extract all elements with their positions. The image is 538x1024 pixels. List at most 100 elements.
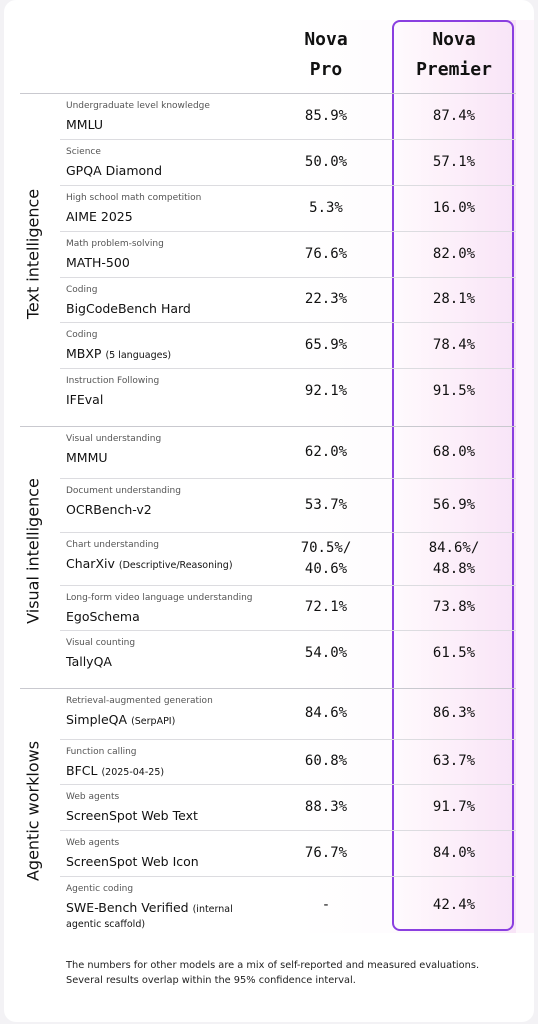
nova-pro-score: 88.3% [276, 797, 376, 818]
nova-pro-score: 5.3% [276, 198, 376, 219]
benchmark-name: BigCodeBench Hard [66, 301, 191, 316]
row-separator [60, 830, 516, 831]
nova-pro-score: 54.0% [276, 643, 376, 664]
nova-premier-score: 42.4% [404, 895, 504, 916]
row-separator [60, 185, 516, 186]
benchmark-name-text: BFCL [66, 763, 98, 778]
group-label: Visual intelligence [23, 478, 43, 624]
benchmark-name: TallyQA [66, 654, 112, 669]
score-line: 78.4% [432, 336, 476, 353]
benchmark-name: EgoSchema [66, 609, 140, 624]
score-line: 68.0% [432, 443, 476, 460]
nova-premier-score: 28.1% [404, 289, 504, 310]
benchmark-category: Instruction Following [66, 376, 160, 386]
score-line: 72.1% [304, 599, 348, 615]
benchmark-name-text: SimpleQA [66, 712, 128, 727]
nova-premier-score: 56.9% [404, 495, 504, 516]
nova-premier-score: 78.4% [404, 335, 504, 356]
benchmark-name: MMLU [66, 117, 103, 132]
score-line: 50.0% [304, 153, 348, 170]
benchmark-name-text: AIME 2025 [66, 209, 133, 224]
nova-pro-score: 72.1% [276, 597, 376, 618]
benchmark-category: Retrieval-augmented generation [66, 696, 213, 706]
benchmark-category: Math problem-solving [66, 239, 164, 249]
score-line: 86.3% [432, 705, 476, 721]
row-separator [60, 322, 516, 323]
benchmark-category: Web agents [66, 792, 120, 802]
highlight-glow [392, 20, 516, 933]
row-separator [60, 630, 516, 631]
score-line: 56.9% [432, 496, 476, 513]
nova-pro-score: 60.8% [276, 751, 376, 772]
benchmark-name: GPQA Diamond [66, 163, 162, 178]
benchmark-category: Agentic coding [66, 884, 134, 894]
score-line: 60.8% [304, 753, 348, 769]
benchmark-category: Coding [66, 330, 98, 340]
benchmark-name-text: CharXiv [66, 556, 115, 571]
benchmark-note: (Descriptive/Reasoning) [118, 560, 233, 571]
nova-premier-score: 61.5% [404, 643, 504, 664]
benchmark-category: Undergraduate level knowledge [66, 101, 210, 111]
row-separator [60, 739, 516, 740]
nova-premier-score: 73.8% [404, 597, 504, 618]
score-line: 62.0% [304, 443, 348, 460]
benchmark-name-text: MMLU [66, 117, 104, 132]
row-separator [60, 532, 516, 533]
benchmark-name: SimpleQA (SerpAPI) [66, 712, 175, 727]
nova-premier-score: 86.3% [404, 703, 504, 724]
row-separator [60, 139, 516, 140]
benchmark-name: IFEval [66, 392, 103, 407]
footnote: The numbers for other models are a mix o… [66, 960, 480, 986]
benchmark-name: OCRBench-v2 [66, 502, 152, 517]
nova-pro-score: 76.7% [276, 843, 376, 864]
score-line: 61.5% [432, 644, 476, 661]
nova-pro-score: 76.6% [276, 244, 376, 265]
score-line: 82.0% [432, 245, 476, 262]
benchmark-name: SWE-Bench Verified (internal [66, 900, 233, 915]
benchmark-name: BFCL (2025-04-25) [66, 763, 164, 778]
score-line: 87.4% [432, 107, 476, 124]
score-line: 48.8% [432, 560, 476, 577]
nova-premier-highlight-box [392, 20, 514, 931]
benchmark-name-text: BigCodeBench Hard [66, 301, 191, 316]
column-header-nova-premier: Nova Premier [416, 29, 492, 80]
score-line: 63.7% [432, 753, 476, 769]
nova-premier-score: 91.7% [404, 797, 504, 818]
benchmark-note: (2025-04-25) [101, 767, 165, 778]
group-label: Text intelligence [23, 188, 43, 319]
score-line: 91.5% [432, 382, 476, 399]
benchmark-category: Function calling [66, 747, 137, 757]
benchmark-name-text: OCRBench-v2 [66, 502, 152, 517]
benchmark-name: MBXP (5 languages) [66, 346, 171, 361]
score-line: 54.0% [304, 644, 348, 661]
benchmark-category: Coding [66, 285, 98, 295]
benchmark-name-text: IFEval [66, 392, 104, 407]
score-line: 76.6% [304, 245, 348, 262]
row-separator [60, 231, 516, 232]
nova-pro-score: 65.9% [276, 335, 376, 356]
nova-premier-score: 84.6%/ 48.8% [404, 538, 504, 580]
score-line: 92.1% [304, 382, 348, 399]
benchmark-name: MATH-500 [66, 255, 130, 270]
score-line: 40.6% [304, 560, 348, 577]
score-line: 85.9% [304, 107, 348, 124]
benchmark-name: CharXiv (Descriptive/Reasoning) [66, 556, 233, 571]
benchmark-note: (internal [192, 904, 233, 915]
score-line: 88.3% [304, 798, 348, 815]
benchmark-name-text: TallyQA [66, 654, 112, 669]
benchmark-name-text: EgoSchema [66, 609, 140, 624]
score-line: 22.3% [304, 291, 348, 307]
row-separator [60, 277, 516, 278]
nova-premier-score: 84.0% [404, 843, 504, 864]
nova-pro-score: 50.0% [276, 152, 376, 173]
score-line: 28.1% [432, 291, 476, 307]
row-separator [60, 876, 516, 877]
benchmark-name-text: ScreenSpot Web Text [66, 808, 198, 823]
score-line: 5.3% [309, 199, 343, 216]
benchmark-name-text: MMMU [66, 450, 108, 465]
benchmark-name-text: MATH-500 [66, 255, 130, 270]
score-line: 84.6% [304, 705, 348, 721]
benchmark-name: MMMU [66, 450, 108, 465]
group-separator [20, 688, 516, 689]
benchmark-category: Science [66, 147, 101, 157]
